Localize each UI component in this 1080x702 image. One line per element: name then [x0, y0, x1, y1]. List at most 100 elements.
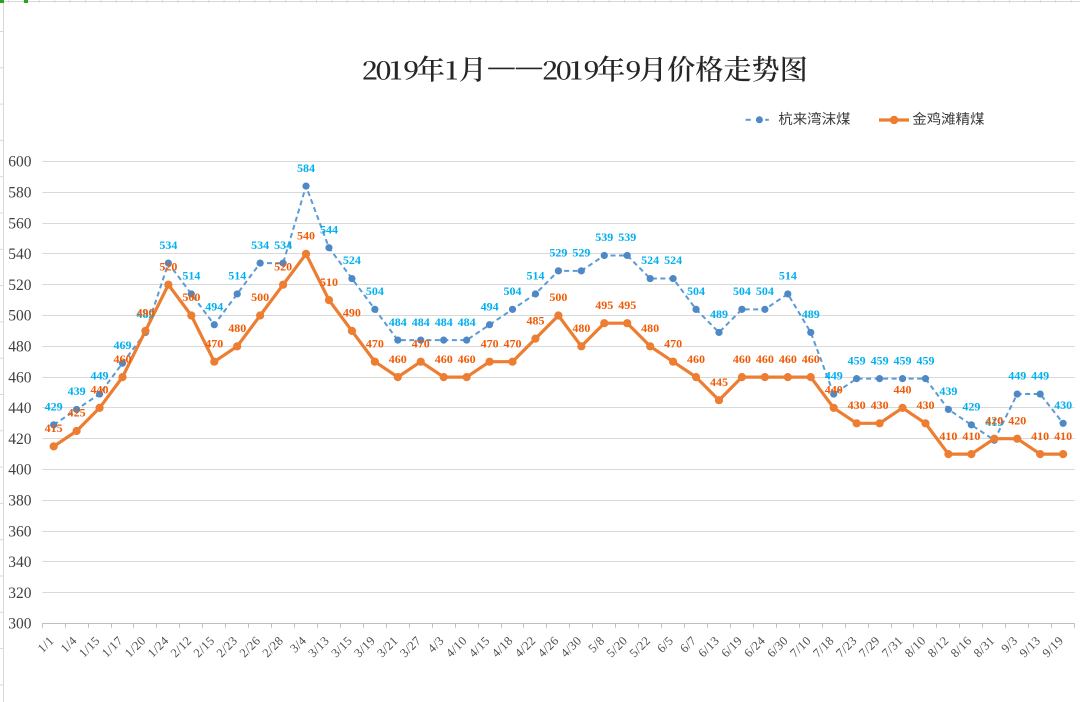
svg-text:484: 484 [412, 315, 430, 329]
svg-text:489: 489 [136, 307, 154, 321]
svg-text:504: 504 [687, 284, 705, 298]
svg-text:420: 420 [8, 431, 32, 448]
svg-text:540: 540 [8, 246, 32, 263]
svg-text:480: 480 [8, 339, 32, 356]
svg-text:584: 584 [297, 161, 315, 175]
svg-text:459: 459 [871, 353, 889, 367]
svg-text:449: 449 [1008, 369, 1026, 383]
svg-text:449: 449 [825, 369, 843, 383]
svg-text:459: 459 [916, 353, 934, 367]
svg-text:539: 539 [595, 230, 613, 244]
svg-text:504: 504 [504, 284, 522, 298]
svg-text:430: 430 [848, 398, 866, 412]
svg-text:419: 419 [985, 415, 1003, 429]
svg-text:460: 460 [435, 352, 453, 366]
svg-text:544: 544 [320, 222, 338, 236]
svg-text:440: 440 [825, 383, 843, 397]
svg-text:449: 449 [1031, 369, 1049, 383]
svg-text:504: 504 [756, 284, 774, 298]
svg-text:500: 500 [182, 290, 200, 304]
svg-text:480: 480 [572, 321, 590, 335]
svg-text:460: 460 [733, 352, 751, 366]
svg-text:430: 430 [1054, 398, 1072, 412]
svg-text:439: 439 [68, 384, 86, 398]
svg-text:445: 445 [710, 375, 728, 389]
svg-text:410: 410 [1054, 429, 1072, 443]
svg-text:300: 300 [8, 616, 32, 633]
svg-text:529: 529 [549, 246, 567, 260]
svg-text:540: 540 [297, 229, 315, 243]
svg-text:470: 470 [205, 336, 223, 350]
svg-text:440: 440 [8, 400, 32, 417]
svg-text:440: 440 [91, 383, 109, 397]
svg-text:410: 410 [1031, 429, 1049, 443]
svg-text:484: 484 [389, 315, 407, 329]
svg-text:529: 529 [572, 246, 590, 260]
svg-text:560: 560 [8, 215, 32, 232]
svg-text:460: 460 [389, 352, 407, 366]
svg-text:514: 514 [228, 269, 246, 283]
svg-text:600: 600 [8, 154, 32, 171]
svg-text:460: 460 [756, 352, 774, 366]
svg-text:539: 539 [618, 230, 636, 244]
svg-text:470: 470 [664, 336, 682, 350]
svg-text:449: 449 [91, 369, 109, 383]
svg-text:415: 415 [45, 421, 63, 435]
svg-text:484: 484 [458, 315, 476, 329]
svg-text:460: 460 [114, 352, 132, 366]
svg-text:460: 460 [8, 369, 32, 386]
svg-text:410: 410 [939, 429, 957, 443]
svg-text:470: 470 [481, 336, 499, 350]
svg-text:380: 380 [8, 493, 32, 510]
svg-text:524: 524 [641, 253, 659, 267]
svg-text:320: 320 [8, 585, 32, 602]
svg-text:420: 420 [985, 413, 1003, 427]
svg-text:514: 514 [182, 269, 200, 283]
svg-text:490: 490 [136, 306, 154, 320]
svg-text:460: 460 [458, 352, 476, 366]
svg-text:340: 340 [8, 554, 32, 571]
svg-text:459: 459 [894, 353, 912, 367]
svg-text:400: 400 [8, 462, 32, 479]
svg-text:520: 520 [8, 277, 32, 294]
svg-text:429: 429 [45, 400, 63, 414]
svg-text:410: 410 [962, 429, 980, 443]
svg-text:470: 470 [366, 336, 384, 350]
svg-text:460: 460 [687, 352, 705, 366]
svg-text:500: 500 [8, 308, 32, 325]
svg-text:580: 580 [8, 185, 32, 202]
svg-text:495: 495 [618, 298, 636, 312]
svg-text:510: 510 [320, 275, 338, 289]
svg-text:534: 534 [251, 238, 269, 252]
svg-text:460: 460 [802, 352, 820, 366]
svg-text:485: 485 [526, 313, 544, 327]
svg-text:470: 470 [504, 336, 522, 350]
svg-text:494: 494 [205, 299, 223, 313]
svg-text:504: 504 [733, 284, 751, 298]
svg-text:489: 489 [802, 307, 820, 321]
svg-text:514: 514 [526, 269, 544, 283]
svg-text:430: 430 [871, 398, 889, 412]
svg-text:490: 490 [343, 306, 361, 320]
svg-text:524: 524 [343, 253, 361, 267]
svg-text:520: 520 [159, 259, 177, 273]
svg-text:360: 360 [8, 523, 32, 540]
svg-text:439: 439 [939, 384, 957, 398]
svg-text:425: 425 [68, 406, 86, 420]
svg-text:420: 420 [1008, 413, 1026, 427]
svg-text:480: 480 [641, 321, 659, 335]
svg-text:460: 460 [779, 352, 797, 366]
svg-text:520: 520 [274, 259, 292, 273]
svg-text:440: 440 [894, 383, 912, 397]
svg-text:534: 534 [274, 238, 292, 252]
svg-text:495: 495 [595, 298, 613, 312]
svg-text:469: 469 [114, 338, 132, 352]
svg-text:430: 430 [916, 398, 934, 412]
svg-text:500: 500 [549, 290, 567, 304]
svg-text:489: 489 [710, 307, 728, 321]
svg-text:470: 470 [412, 336, 430, 350]
svg-text:504: 504 [366, 284, 384, 298]
svg-text:429: 429 [962, 400, 980, 414]
svg-text:480: 480 [228, 321, 246, 335]
svg-text:494: 494 [481, 299, 499, 313]
